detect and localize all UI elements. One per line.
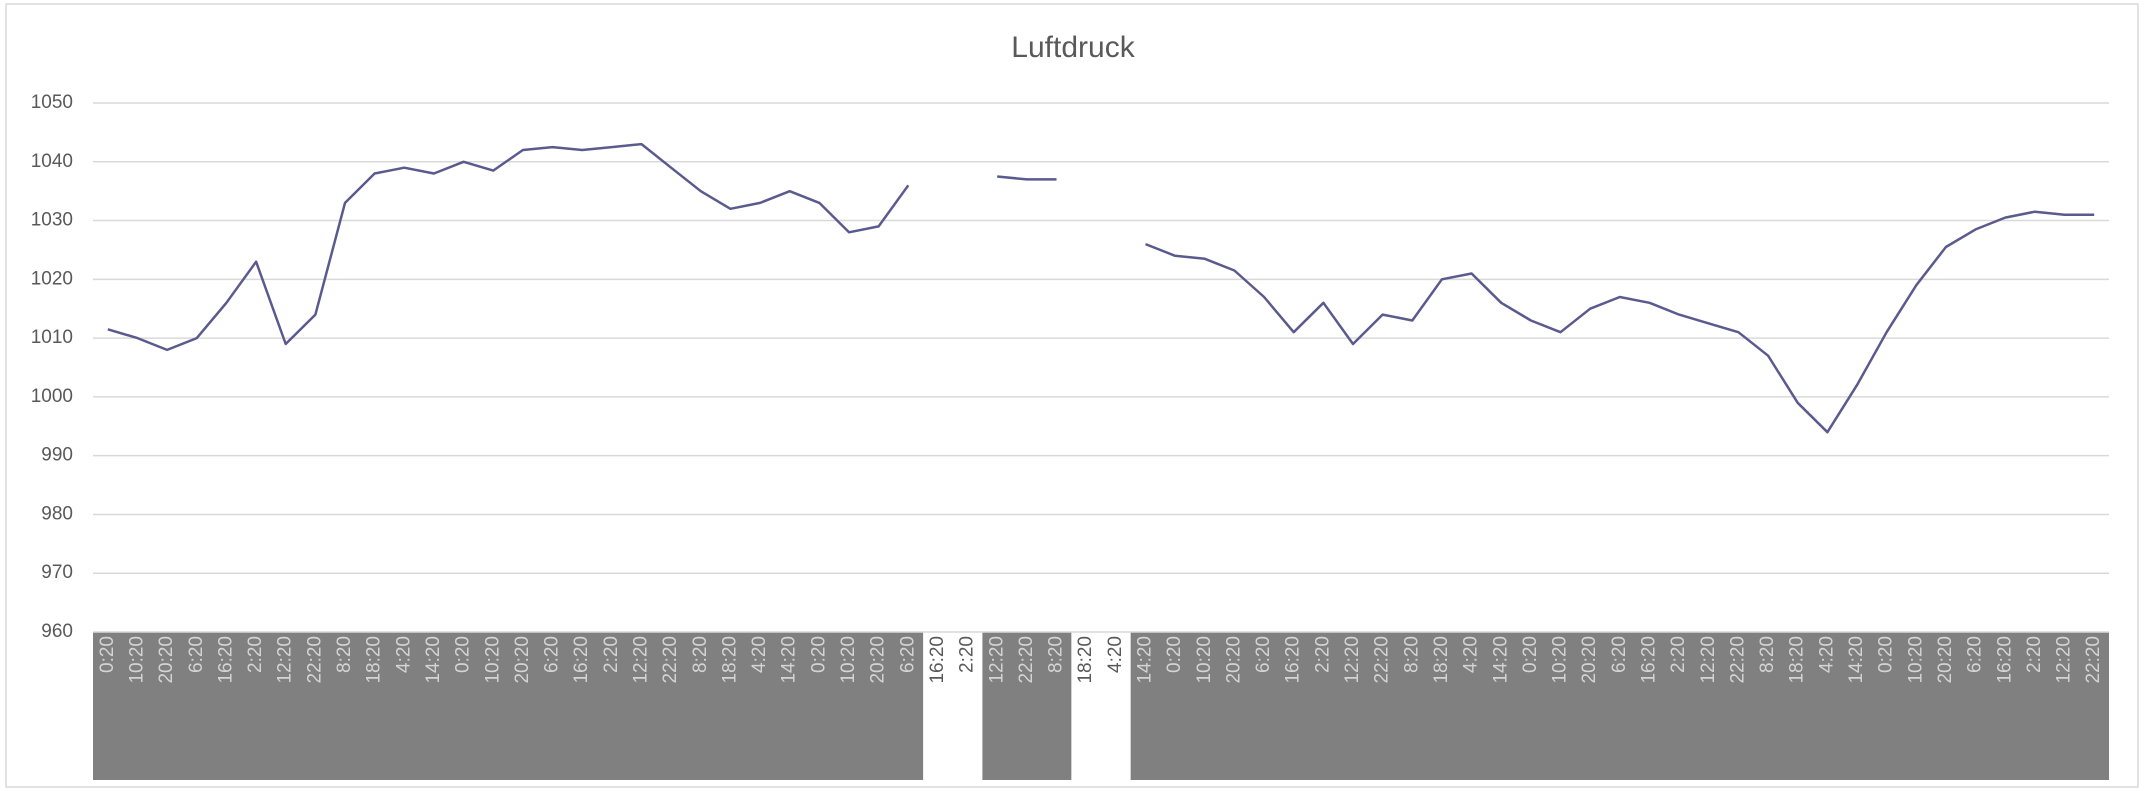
y-tick-label: 1000 xyxy=(31,386,73,407)
chart-title: Luftdruck xyxy=(1011,31,1135,64)
x-tick-label: 20:20 xyxy=(156,636,177,684)
x-tick-label: 0:20 xyxy=(808,636,829,673)
x-tick-label: 4:20 xyxy=(749,636,770,673)
x-tick-label: 12:20 xyxy=(275,636,296,684)
x-tick-label: 0:20 xyxy=(1876,636,1897,673)
x-tick-label: 10:20 xyxy=(1905,636,1926,684)
x-tick-label: 22:20 xyxy=(1016,636,1037,684)
x-tick-label: 12:20 xyxy=(630,636,651,684)
y-tick-label: 1030 xyxy=(31,210,73,231)
x-tick-label: 6:20 xyxy=(897,636,918,673)
x-tick-label: 20:20 xyxy=(1579,636,1600,684)
y-tick-label: 1010 xyxy=(31,327,73,348)
x-tick-label: 16:20 xyxy=(927,636,948,684)
x-tick-label: 6:20 xyxy=(186,636,207,673)
x-tick-label: 6:20 xyxy=(1253,636,1274,673)
x-tick-label: 10:20 xyxy=(126,636,147,684)
x-tick-label: 22:20 xyxy=(2083,636,2104,684)
y-tick-label: 1040 xyxy=(31,151,73,172)
x-tick-label: 16:20 xyxy=(215,636,236,684)
y-tick-label: 970 xyxy=(41,562,73,583)
x-tick-label: 10:20 xyxy=(838,636,859,684)
x-tick-label: 16:20 xyxy=(1283,636,1304,684)
y-tick-label: 960 xyxy=(41,621,73,642)
x-tick-label: 2:20 xyxy=(1312,636,1333,673)
x-tick-label: 4:20 xyxy=(1461,636,1482,673)
y-tick-label: 980 xyxy=(41,503,73,524)
x-tick-label: 20:20 xyxy=(1935,636,1956,684)
x-tick-label: 14:20 xyxy=(1490,636,1511,684)
x-tick-label: 16:20 xyxy=(1638,636,1659,684)
x-tick-label: 2:20 xyxy=(2024,636,2045,673)
x-tick-label: 18:20 xyxy=(719,636,740,684)
x-tick-label: 16:20 xyxy=(1994,636,2015,684)
x-tick-label: 8:20 xyxy=(334,636,355,673)
axis-label-band xyxy=(982,632,1072,780)
x-tick-label: 2:20 xyxy=(1668,636,1689,673)
x-tick-label: 22:20 xyxy=(1727,636,1748,684)
x-tick-label: 10:20 xyxy=(1550,636,1571,684)
y-tick-label: 990 xyxy=(41,445,73,466)
x-tick-label: 20:20 xyxy=(512,636,533,684)
x-tick-label: 20:20 xyxy=(868,636,889,684)
x-tick-label: 22:20 xyxy=(1372,636,1393,684)
x-tick-label: 20:20 xyxy=(1223,636,1244,684)
x-tick-label: 8:20 xyxy=(690,636,711,673)
x-tick-label: 8:20 xyxy=(1046,636,1067,673)
data-line xyxy=(107,142,2095,434)
x-tick-label: 0:20 xyxy=(97,636,118,673)
x-tick-label: 10:20 xyxy=(482,636,503,684)
x-tick-label: 14:20 xyxy=(779,636,800,684)
x-tick-label: 6:20 xyxy=(1609,636,1630,673)
x-tick-label: 14:20 xyxy=(423,636,444,684)
x-tick-label: 4:20 xyxy=(393,636,414,673)
axis-label-band xyxy=(1130,632,2109,780)
x-tick-label: 8:20 xyxy=(1757,636,1778,673)
x-tick-label: 8:20 xyxy=(1401,636,1422,673)
x-tick-label: 2:20 xyxy=(601,636,622,673)
x-tick-label: 6:20 xyxy=(542,636,563,673)
axis-label-band xyxy=(93,632,924,780)
y-tick-label: 1050 xyxy=(31,92,73,113)
x-tick-label: 12:20 xyxy=(1698,636,1719,684)
x-tick-label: 18:20 xyxy=(364,636,385,684)
x-tick-label: 2:20 xyxy=(957,636,978,673)
x-tick-label: 22:20 xyxy=(660,636,681,684)
x-tick-label: 12:20 xyxy=(1342,636,1363,684)
x-tick-label: 0:20 xyxy=(453,636,474,673)
x-tick-label: 18:20 xyxy=(1787,636,1808,684)
x-tick-label: 22:20 xyxy=(304,636,325,684)
x-tick-label: 14:20 xyxy=(1846,636,1867,684)
x-tick-label: 10:20 xyxy=(1194,636,1215,684)
x-tick-label: 12:20 xyxy=(986,636,1007,684)
x-tick-label: 0:20 xyxy=(1520,636,1541,673)
x-tick-label: 12:20 xyxy=(2054,636,2075,684)
x-tick-label: 16:20 xyxy=(571,636,592,684)
x-tick-label: 0:20 xyxy=(1164,636,1185,673)
x-tick-label: 18:20 xyxy=(1075,636,1096,684)
x-tick-label: 2:20 xyxy=(245,636,266,673)
x-tick-label: 4:20 xyxy=(1816,636,1837,673)
y-tick-label: 1020 xyxy=(31,268,73,289)
x-tick-label: 18:20 xyxy=(1431,636,1452,684)
x-tick-label: 4:20 xyxy=(1105,636,1126,673)
x-tick-label: 14:20 xyxy=(1134,636,1155,684)
x-tick-label: 6:20 xyxy=(1965,636,1986,673)
